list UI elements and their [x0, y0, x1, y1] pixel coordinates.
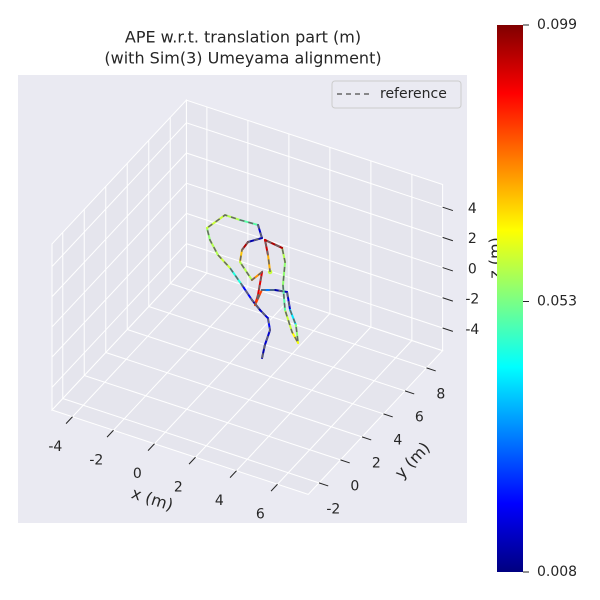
chart-title: APE w.r.t. translation part (m)	[125, 28, 361, 47]
colorbar: 0.008 0.053 0.099	[497, 17, 577, 580]
colorbar-tick-label: 0.008	[537, 564, 577, 580]
y-tick-label: 2	[372, 456, 381, 472]
z-tick	[442, 206, 454, 212]
z-tick	[442, 267, 454, 272]
x-tick	[147, 443, 155, 451]
trajectory-segment	[281, 261, 287, 286]
colorbar-tick-label: 0.099	[537, 17, 577, 33]
z-tick-label: -2	[465, 292, 479, 308]
x-tick	[229, 470, 237, 478]
z-tick	[442, 327, 454, 332]
x-tick-label: 6	[256, 507, 265, 523]
z-tick-label: 2	[468, 231, 477, 247]
grid-line	[186, 122, 443, 208]
grid-line	[84, 375, 341, 461]
y-tick-label: 4	[393, 433, 402, 449]
x-tick-label: -2	[89, 453, 103, 469]
grid-line	[277, 340, 413, 485]
grid-line	[127, 329, 384, 415]
z-tick-label: 4	[468, 201, 477, 217]
legend-label: reference	[380, 86, 447, 102]
grid-line	[72, 272, 208, 418]
grid-line	[51, 182, 187, 328]
grid-line	[154, 299, 290, 445]
x-tick-label: 2	[174, 480, 183, 496]
grid-line	[51, 213, 187, 358]
grid-line	[186, 182, 443, 269]
y-tick-label: -2	[326, 502, 340, 518]
x-tick-label: 0	[133, 466, 142, 482]
grid-line	[148, 306, 406, 392]
grid-line	[105, 352, 363, 438]
y-tick	[361, 436, 372, 441]
x-tick	[188, 456, 196, 465]
grid-line	[186, 243, 443, 329]
y-tick	[426, 367, 436, 372]
y-tick	[383, 413, 393, 418]
colorbar-gradient	[497, 25, 523, 572]
z-tick-label: -4	[465, 322, 479, 338]
colorbar-tick-label: 0.053	[537, 294, 577, 310]
grid-line	[51, 122, 187, 267]
z-tick	[442, 236, 454, 242]
x-tick	[270, 483, 278, 492]
grid-line	[186, 212, 443, 299]
y-tick-label: 0	[350, 479, 359, 495]
y-tick-label: 6	[415, 410, 424, 426]
y-tick	[404, 390, 415, 395]
reference-line	[206, 214, 299, 359]
x-tick	[106, 429, 114, 438]
y-tick	[340, 459, 350, 464]
grid-line	[62, 398, 320, 484]
trajectory-segment	[256, 271, 264, 297]
z-tick-label: 0	[468, 261, 477, 277]
grid-line	[195, 313, 331, 458]
x-tick-label: -4	[48, 439, 62, 455]
z-tick	[442, 297, 454, 302]
x-tick	[65, 416, 73, 424]
x-tick-label: 4	[215, 493, 224, 509]
grid-line	[236, 326, 372, 472]
y-tick-label: 8	[436, 387, 445, 403]
grid-line	[113, 286, 249, 431]
y-tick	[318, 482, 329, 487]
grid-line	[170, 283, 427, 369]
grid-line	[51, 152, 187, 298]
grid-line	[186, 152, 443, 238]
chart-subtitle: (with Sim(3) Umeyama alignment)	[104, 49, 381, 68]
legend-box	[331, 80, 462, 109]
grid-line	[51, 243, 187, 388]
legend: reference	[331, 80, 462, 109]
